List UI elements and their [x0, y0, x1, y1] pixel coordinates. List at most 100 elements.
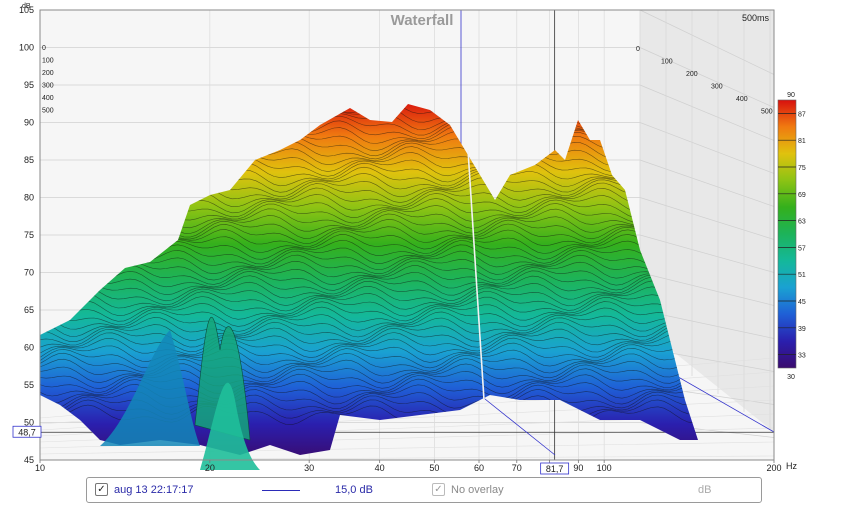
y-tick-label: 55	[24, 380, 34, 390]
colorbar-tick-label: 45	[798, 299, 806, 306]
x-tick-label: 50	[429, 463, 439, 473]
series-name: aug 13 22:17:17	[114, 484, 194, 496]
time-label-left: 200	[42, 70, 54, 77]
colorbar-tick-label: 63	[798, 219, 806, 226]
time-label-right: 200	[686, 71, 698, 78]
time-axis-labels: 0 100 200 300 400 500 0 100 200 300 400 500 500ms	[42, 13, 773, 116]
decay-slice-line	[40, 306, 698, 327]
grid-line-side	[639, 197, 775, 240]
cursor-line-diagonal	[479, 394, 556, 456]
time-label-left: 400	[42, 95, 54, 102]
y-tick-label: 45	[24, 455, 34, 465]
decay-slice-line	[40, 332, 698, 353]
time-end-label: 500ms	[742, 13, 770, 23]
colorbar-tick-label: 57	[798, 245, 806, 252]
decay-slice-line	[40, 301, 698, 322]
front-ridge-center	[200, 382, 260, 470]
series-line-swatch	[262, 490, 300, 491]
x-tick-label: 30	[304, 463, 314, 473]
y-axis-ticks: 45 50 55 60 65 70 75 80 85 90 95 100 105	[19, 5, 34, 465]
grid-line-side	[639, 84, 775, 141]
colorbar-tick-label: 69	[798, 192, 806, 199]
y-tick-label: 60	[24, 343, 34, 353]
colorbar-tick-label: 87	[798, 111, 806, 118]
floor-grid-line	[39, 455, 775, 461]
cursor-y-readout: 48,7	[18, 427, 36, 437]
grid-line-side	[639, 234, 775, 273]
y-tick-label: 100	[19, 43, 34, 53]
colorbar-tick-label: 75	[798, 165, 806, 172]
colorbar-tick-label: 33	[798, 353, 806, 360]
series-value: 15,0 dB	[335, 484, 373, 496]
decay-slice-line	[40, 296, 698, 317]
x-tick-label: 40	[375, 463, 385, 473]
x-tick-label: 10	[35, 463, 45, 473]
y-tick-label: 90	[24, 118, 34, 128]
y-axis-unit: dB	[22, 3, 31, 10]
plot-border	[39, 9, 775, 461]
decay-slice-line	[40, 270, 698, 291]
series-checkbox[interactable]: ✓	[95, 483, 108, 496]
decay-slice-line	[40, 285, 698, 307]
decay-slice-line	[40, 275, 698, 296]
y-tick-label: 50	[24, 418, 34, 428]
time-label-right: 100	[661, 59, 673, 66]
x-axis-unit: Hz	[786, 461, 797, 471]
time-label-right: 400	[736, 96, 748, 103]
time-label-left: 300	[42, 83, 54, 90]
waterfall-plot[interactable]: Waterfall dB 455055606570758085909510010…	[0, 0, 846, 476]
grid-line-side	[639, 47, 775, 108]
y-tick-label: 95	[24, 80, 34, 90]
overlay-label: No overlay	[451, 484, 504, 496]
colorbar-tick-label: 51	[798, 272, 806, 279]
decay-slice-line	[40, 337, 698, 358]
floor-grid-line	[39, 441, 775, 455]
time-label-left: 100	[42, 58, 54, 65]
y-tick-label: 105	[19, 5, 34, 15]
side-wall	[640, 10, 774, 432]
decay-slice-line	[40, 260, 698, 281]
y-tick-label: 80	[24, 193, 34, 203]
time-label-right: 500	[761, 109, 773, 116]
decay-slice-line	[40, 327, 698, 348]
decay-slice-line	[40, 317, 698, 338]
colorbar: 90 30 87 81 75 69 63 57 51 45 39 33	[777, 92, 806, 381]
plot-frame	[39, 9, 775, 461]
y-tick-label: 75	[24, 230, 34, 240]
y-tick-label: 70	[24, 268, 34, 278]
decay-slice-line	[40, 311, 698, 332]
grid-line-side	[639, 159, 775, 207]
chart-title: Waterfall	[391, 12, 454, 29]
x-tick-label: 70	[512, 463, 522, 473]
grid-line-side	[639, 272, 775, 306]
time-label-right: 0	[636, 46, 640, 53]
x-tick-label: 200	[766, 463, 781, 473]
x-tick-label: 90	[573, 463, 583, 473]
cursor-y-readout-box	[12, 425, 42, 438]
y-tick-label: 65	[24, 305, 34, 315]
x-axis-ticks: 102030405060708090100200	[35, 460, 782, 473]
colorbar-min-label: 30	[787, 374, 795, 381]
x-tick-label: 100	[597, 463, 612, 473]
cursor-x-readout-box	[540, 462, 570, 475]
front-ridge-low	[100, 330, 200, 446]
decay-slice-line	[40, 342, 698, 363]
decay-slice-line	[40, 280, 698, 302]
x-tick-label: 60	[474, 463, 484, 473]
overlay-checkbox[interactable]: ✓	[432, 483, 445, 496]
grid-line-side	[639, 9, 775, 75]
decay-slice-line	[40, 291, 698, 312]
grid-line-side	[639, 122, 775, 174]
decay-slice-line	[40, 265, 698, 286]
cursor-x-readout: 81,7	[546, 464, 564, 474]
cursor-readouts[interactable]: 48,7 81,7	[12, 425, 570, 475]
legend-bar: ✓ aug 13 22:17:17 15,0 dB ✓ No overlay d…	[86, 477, 762, 503]
x-tick-label: 20	[205, 463, 215, 473]
decay-slice-line	[40, 254, 698, 275]
colorbar-tick-label: 81	[798, 138, 806, 145]
y-tick-label: 85	[24, 155, 34, 165]
decay-slice-line	[40, 321, 698, 342]
colorbar-max-label: 90	[787, 92, 795, 99]
time-label-left: 500	[42, 108, 54, 115]
surface-highlight	[467, 149, 485, 401]
